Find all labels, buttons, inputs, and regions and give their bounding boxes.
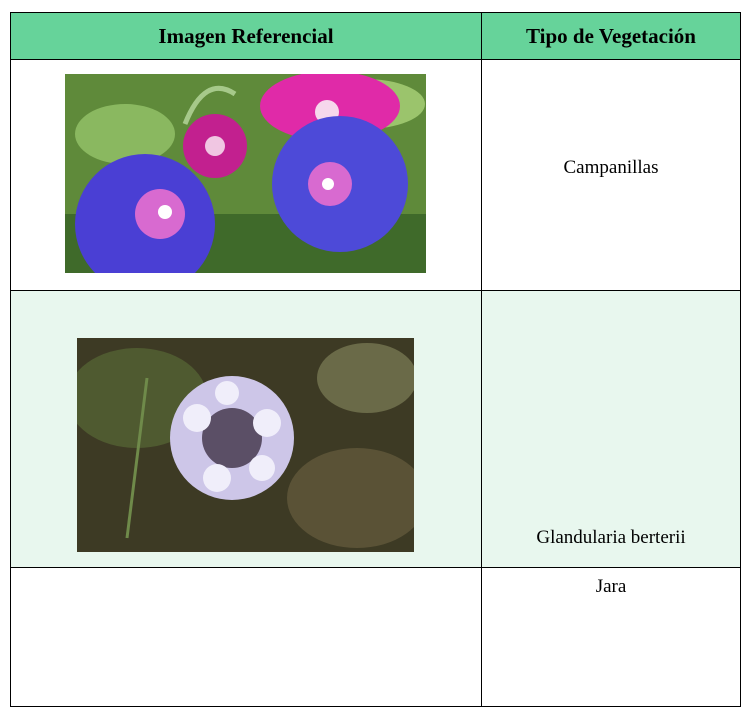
photo-glandularia: [77, 338, 414, 552]
name-cell: Campanillas: [481, 59, 741, 291]
name-cell: Jara: [481, 567, 741, 707]
vegetation-name: Glandularia berterii: [536, 527, 686, 548]
header-cell: Imagen Referencial: [10, 12, 482, 60]
vegetation-name: Jara: [595, 576, 627, 597]
header-text: Imagen Referencial: [158, 23, 334, 48]
vegetation-name: Campanillas: [563, 157, 659, 178]
image-cell: [10, 290, 482, 568]
header-cell: Tipo de Vegetación: [481, 12, 741, 60]
image-cell: [10, 59, 482, 291]
table: Imagen Referencial Tipo de Vegetación Ca…: [10, 12, 741, 707]
name-cell: Glandularia berterii: [481, 290, 741, 568]
photo-campanillas: [65, 74, 426, 273]
header-text: Tipo de Vegetación: [526, 23, 696, 48]
image-cell: [10, 567, 482, 707]
